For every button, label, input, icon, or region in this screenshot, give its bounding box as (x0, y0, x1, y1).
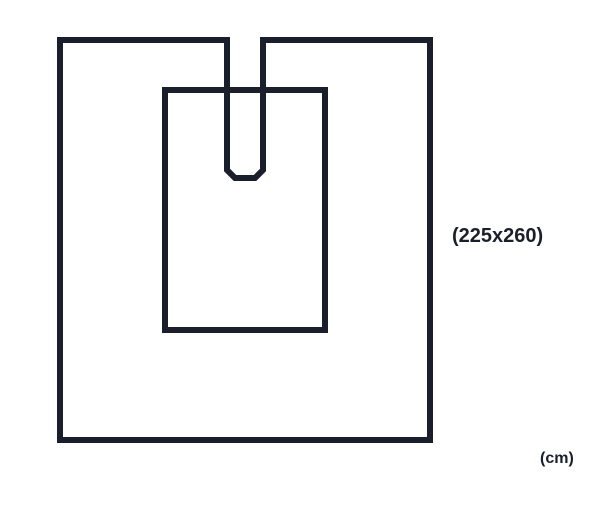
diagram-canvas: (225x260) (cm) (0, 0, 600, 502)
inner-pocket-outline (165, 90, 325, 330)
dimensions-label: (225x260) (452, 225, 543, 248)
drape-diagram (0, 0, 600, 502)
unit-label: (cm) (540, 450, 574, 468)
outer-drape-outline (60, 40, 430, 440)
